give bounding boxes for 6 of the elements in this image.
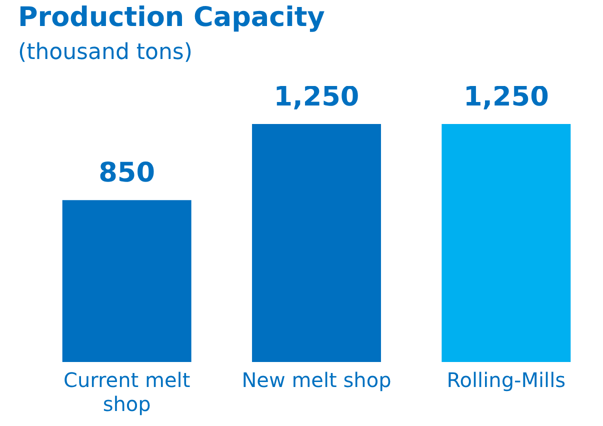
chart-title: Production Capacity [18,2,325,33]
data-label: 850 [98,158,156,189]
x-tick-label: New melt shop [242,368,392,392]
x-tick-label: Current melt shop [63,368,190,416]
x-tick-label: Rolling-Mills [446,368,566,392]
chart-subtitle: (thousand tons) [18,40,192,65]
